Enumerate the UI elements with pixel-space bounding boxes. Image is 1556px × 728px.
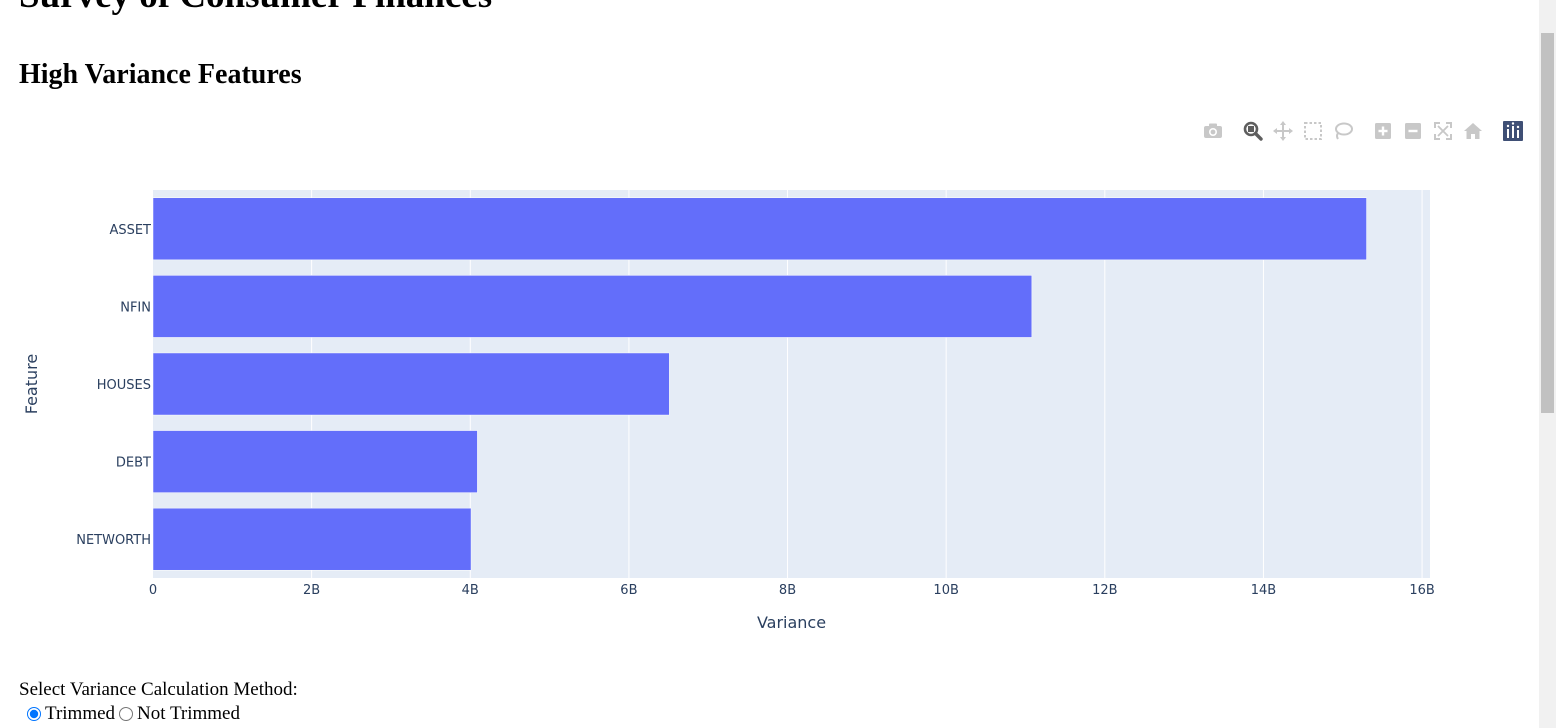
bar-asset[interactable] — [152, 197, 1367, 261]
not-trimmed-radio[interactable] — [119, 707, 134, 721]
trimmed-label: Trimmed — [45, 703, 116, 724]
plotly-logo-button[interactable] — [1500, 118, 1526, 144]
pan-button[interactable] — [1270, 118, 1296, 144]
download-plot-icon — [1203, 122, 1223, 140]
autoscale-icon — [1433, 121, 1453, 141]
x-tick-label-7: 14B — [1251, 583, 1276, 598]
variance-method-control: Select Variance Calculation Method: Trim… — [19, 678, 298, 726]
pan-icon — [1273, 121, 1293, 141]
page-scrollbar[interactable] — [1539, 0, 1556, 728]
zoom-in-button[interactable] — [1370, 118, 1396, 144]
not-trimmed-label: Not Trimmed — [137, 703, 240, 724]
trimmed-radio[interactable] — [27, 707, 41, 721]
x-tick-label-6: 12B — [1092, 583, 1117, 598]
lasso-select-button[interactable] — [1330, 118, 1356, 144]
x-tick-label-1: 2B — [303, 583, 320, 598]
reset-axes-icon — [1463, 122, 1483, 140]
x-tick-label-2: 4B — [462, 583, 479, 598]
y-tick-label-networth: NETWORTH — [76, 533, 151, 548]
x-tick-label-8: 16B — [1409, 583, 1434, 598]
box-select-icon — [1303, 121, 1323, 141]
x-tick-label-3: 6B — [620, 583, 637, 598]
download-plot-button[interactable] — [1200, 118, 1226, 144]
x-axis-title: Variance — [757, 613, 826, 632]
y-tick-label-houses: HOUSES — [97, 378, 151, 393]
plot-modebar — [1198, 118, 1528, 144]
bar-networth[interactable] — [152, 507, 472, 571]
scrollbar-thumb[interactable] — [1541, 33, 1554, 413]
zoom-button[interactable] — [1240, 118, 1266, 144]
page-title: Survey of Consumer Finances — [19, 0, 492, 18]
x-tick-label-4: 8B — [779, 583, 796, 598]
zoom-out-icon — [1404, 122, 1422, 140]
chart-heading: High Variance Features — [19, 59, 302, 90]
y-tick-label-nfin: NFIN — [120, 300, 151, 315]
option-not-trimmed[interactable]: Not Trimmed — [117, 702, 240, 726]
y-axis-title: Feature — [22, 354, 41, 414]
zoom-out-button[interactable] — [1400, 118, 1426, 144]
x-tick-label-5: 10B — [933, 583, 958, 598]
zoom-icon — [1243, 121, 1263, 141]
option-trimmed[interactable]: Trimmed — [25, 702, 115, 726]
variance-method-label: Select Variance Calculation Method: — [19, 679, 298, 700]
x-tick-label-0: 0 — [149, 583, 157, 598]
lasso-select-icon — [1333, 121, 1353, 141]
bar-debt[interactable] — [152, 430, 478, 493]
reset-axes-button[interactable] — [1460, 118, 1486, 144]
zoom-in-icon — [1374, 122, 1392, 140]
plotly-logo-icon — [1503, 121, 1523, 141]
bar-nfin[interactable] — [152, 275, 1033, 338]
bar-houses[interactable] — [152, 352, 670, 416]
y-tick-label-asset: ASSET — [109, 223, 151, 238]
variance-method-options: Trimmed Not Trimmed — [25, 702, 298, 726]
autoscale-button[interactable] — [1430, 118, 1456, 144]
y-tick-label-debt: DEBT — [116, 456, 151, 471]
bar-chart: NETWORTH DEBT HOUSES NFIN ASSET 0 2B 4B 6B 8B 10B 1… — [22, 190, 1435, 632]
box-select-button[interactable] — [1300, 118, 1326, 144]
